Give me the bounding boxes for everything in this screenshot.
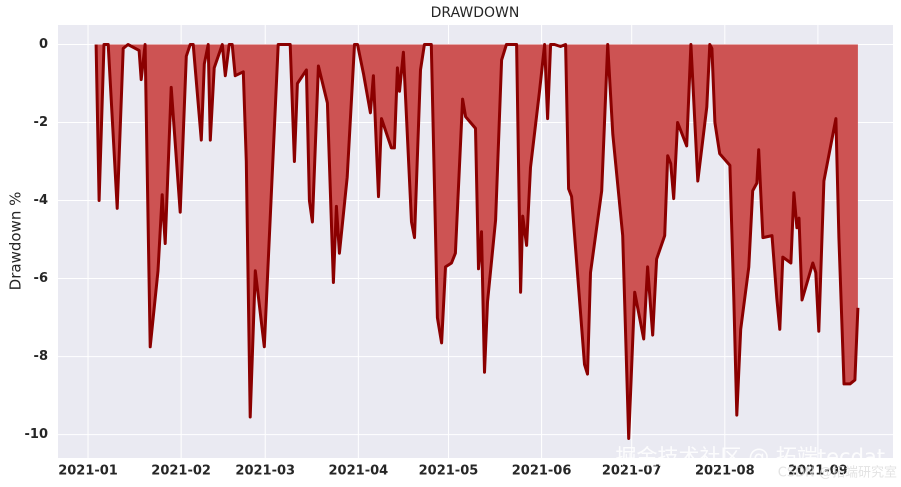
watermark: CSDN @拓端研究室 [778,465,897,481]
y-tick-label: -8 [34,349,48,364]
line [94,43,860,440]
y-tick-label: -4 [34,193,48,208]
x-tick-label: 2021-04 [329,464,389,479]
x-tick-label: 2021-03 [235,464,295,479]
y-axis-label: Drawdown % [7,192,25,291]
y-tick-label: -10 [25,427,49,442]
chart-title: DRAWDOWN [431,5,520,21]
x-tick-label: 2021-06 [512,464,572,479]
x-tick-label: 2021-02 [151,464,211,479]
x-tick-label: 2021-05 [419,464,479,479]
y-tick-label: 0 [39,37,48,52]
y-tick-label: -2 [34,115,48,130]
y-tick-label: -6 [34,271,48,286]
x-tick-label: 2021-09 [788,464,848,479]
watermark: 掘金技术社区 @ 拓端tecdat [616,445,885,469]
x-tick-label: 2021-01 [58,464,118,479]
area [96,44,858,439]
x-tick-label: 2021-08 [695,464,755,479]
x-tick-label: 2021-07 [602,464,662,479]
